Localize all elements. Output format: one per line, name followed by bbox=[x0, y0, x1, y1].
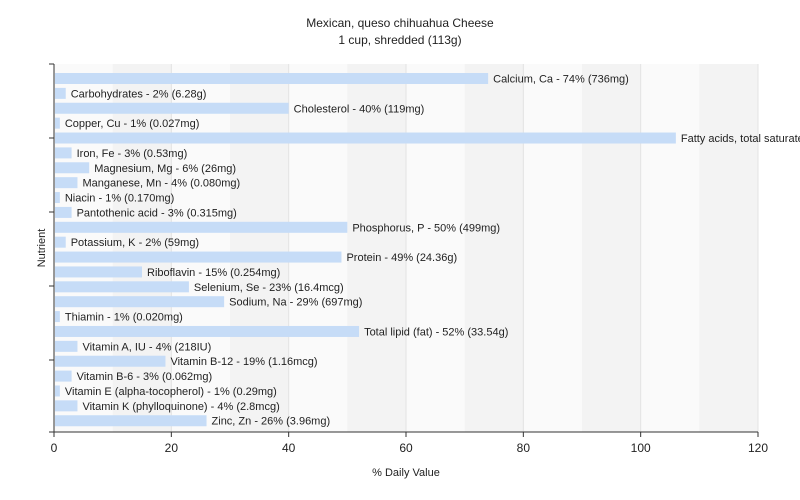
bar bbox=[55, 236, 66, 248]
bar bbox=[55, 192, 60, 204]
bar-value-label: Potassium, K - 2% (59mg) bbox=[71, 237, 199, 249]
x-tick-label: 0 bbox=[51, 441, 58, 455]
x-tick-label: 100 bbox=[631, 441, 651, 455]
bar-value-label: Calcium, Ca - 74% (736mg) bbox=[493, 74, 629, 86]
bar bbox=[55, 340, 78, 352]
grid-band bbox=[112, 64, 172, 432]
bar-value-label: Zinc, Zn - 26% (3.96mg) bbox=[212, 416, 331, 428]
bar bbox=[55, 355, 166, 367]
bar bbox=[55, 281, 189, 293]
bar-value-label: Vitamin E (alpha-tocopherol) - 1% (0.29m… bbox=[65, 386, 277, 398]
bar bbox=[55, 221, 348, 233]
grid-band bbox=[699, 64, 758, 432]
bar-value-label: Vitamin B-12 - 19% (1.16mcg) bbox=[170, 356, 317, 368]
x-tick-label: 60 bbox=[399, 441, 413, 455]
chart-subtitle: 1 cup, shredded (113g) bbox=[338, 33, 461, 47]
bar-value-label: Vitamin B-6 - 3% (0.062mg) bbox=[77, 371, 213, 383]
bar-value-label: Pantothenic acid - 3% (0.315mg) bbox=[77, 207, 237, 219]
bar bbox=[55, 87, 66, 99]
bar-value-label: Vitamin K (phylloquinone) - 4% (2.8mcg) bbox=[82, 401, 279, 413]
bar bbox=[55, 206, 72, 218]
x-tick-label: 80 bbox=[517, 441, 531, 455]
bar-value-label: Protein - 49% (24.36g) bbox=[346, 252, 457, 264]
bar bbox=[55, 117, 60, 129]
bar bbox=[55, 266, 142, 278]
gridlines bbox=[170, 64, 759, 432]
axes bbox=[49, 63, 759, 437]
x-tick-label: 120 bbox=[748, 441, 768, 455]
bar-value-label: Niacin - 1% (0.170mg) bbox=[65, 193, 174, 205]
bar-value-label: Total lipid (fat) - 52% (33.54g) bbox=[364, 326, 508, 338]
bar bbox=[55, 102, 289, 114]
x-tick-label: 20 bbox=[165, 441, 179, 455]
bar bbox=[55, 325, 360, 337]
x-tick-label: 40 bbox=[282, 441, 296, 455]
bar bbox=[55, 296, 225, 308]
bar bbox=[55, 415, 207, 427]
bar-value-label: Vitamin A, IU - 4% (218IU) bbox=[82, 341, 211, 353]
bar bbox=[55, 400, 78, 412]
x-tick-labels: 0 20 40 60 80 100 120 bbox=[51, 441, 769, 455]
bar-value-label: Iron, Fe - 3% (0.53mg) bbox=[77, 148, 188, 160]
x-axis-title: % Daily Value bbox=[372, 467, 440, 479]
bar-value-label: Selenium, Se - 23% (16.4mcg) bbox=[194, 282, 344, 294]
grid-band bbox=[464, 64, 524, 432]
y-axis-title: Nutrient bbox=[36, 229, 48, 268]
grid-band bbox=[230, 64, 289, 432]
grid-band bbox=[347, 64, 406, 432]
bar bbox=[55, 385, 60, 397]
bar-value-label: Fatty acids, total saturated - 106% (21.… bbox=[681, 133, 800, 145]
bar bbox=[55, 132, 676, 144]
bar bbox=[55, 147, 72, 159]
bar-labels: Calcium, Ca - 74% (736mg) Carbohydrates -… bbox=[65, 74, 800, 428]
bar bbox=[55, 370, 72, 382]
bar-value-label: Copper, Cu - 1% (0.027mg) bbox=[65, 118, 200, 130]
bar-value-label: Carbohydrates - 2% (6.28g) bbox=[71, 88, 207, 100]
bar bbox=[55, 311, 60, 323]
bar-value-label: Riboflavin - 15% (0.254mg) bbox=[147, 267, 280, 279]
bar-value-label: Magnesium, Mg - 6% (26mg) bbox=[94, 163, 236, 175]
bars bbox=[55, 73, 676, 427]
bar-value-label: Cholesterol - 40% (119mg) bbox=[294, 103, 425, 115]
grid-band bbox=[582, 64, 641, 432]
bar bbox=[55, 162, 90, 174]
bar bbox=[55, 177, 78, 189]
bar bbox=[55, 251, 342, 263]
bar bbox=[55, 73, 489, 84]
bar-value-label: Sodium, Na - 29% (697mg) bbox=[229, 297, 362, 309]
bar-value-label: Manganese, Mn - 4% (0.080mg) bbox=[82, 178, 240, 190]
chart-title: Mexican, queso chihuahua Cheese bbox=[306, 16, 494, 30]
bar-value-label: Thiamin - 1% (0.020mg) bbox=[65, 312, 183, 324]
bar-value-label: Phosphorus, P - 50% (499mg) bbox=[352, 222, 500, 234]
